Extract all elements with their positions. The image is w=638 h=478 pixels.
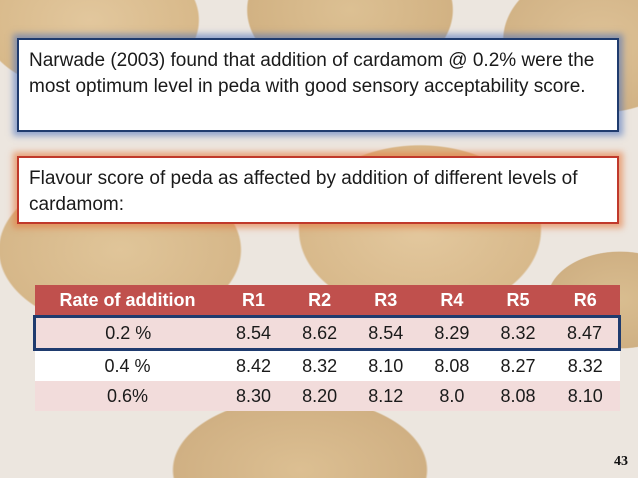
table-caption-text: Flavour score of peda as affected by add… [29, 168, 578, 215]
table-cell: 8.47 [551, 315, 622, 351]
table-cell: 8.54 [220, 315, 287, 351]
table-cell: 8.08 [418, 349, 485, 381]
table-cell: 8.32 [484, 315, 552, 351]
table-caption-callout: Flavour score of peda as affected by add… [17, 156, 619, 224]
header-r4: R4 [418, 285, 485, 318]
table-cell: 8.27 [484, 349, 552, 381]
table-cell: 8.62 [286, 315, 353, 351]
table-cell: 8.42 [220, 349, 287, 381]
row-label: 0.6% [34, 381, 221, 411]
table-cell: 8.32 [286, 349, 353, 381]
table-header-row: Rate of addition R1 R2 R3 R4 R5 R6 [34, 285, 620, 318]
table-cell: 8.20 [286, 381, 353, 411]
header-rate-of-addition: Rate of addition [34, 285, 221, 318]
table-cell: 8.0 [418, 381, 485, 411]
table-cell: 8.10 [551, 381, 620, 411]
table-cell: 8.32 [551, 349, 620, 381]
header-r1: R1 [220, 285, 287, 318]
finding-text: Narwade (2003) found that addition of ca… [29, 50, 595, 97]
header-r6: R6 [551, 285, 620, 318]
header-r3: R3 [352, 285, 419, 318]
finding-callout: Narwade (2003) found that addition of ca… [17, 38, 619, 132]
table-cell: 8.10 [352, 349, 419, 381]
table-row-highlighted: 0.2 % 8.54 8.62 8.54 8.29 8.32 8.47 [33, 315, 622, 351]
page-number: 43 [614, 454, 628, 469]
table-cell: 8.30 [220, 381, 287, 411]
row-label: 0.2 % [33, 315, 221, 351]
header-r2: R2 [286, 285, 353, 318]
table-cell: 8.29 [418, 315, 485, 351]
row-label: 0.4 % [34, 349, 221, 381]
table-row: 0.4 % 8.42 8.32 8.10 8.08 8.27 8.32 [34, 349, 620, 381]
table-cell: 8.12 [352, 381, 419, 411]
header-r5: R5 [484, 285, 552, 318]
table-cell: 8.08 [484, 381, 552, 411]
table-cell: 8.54 [352, 315, 419, 351]
table-row: 0.6% 8.30 8.20 8.12 8.0 8.08 8.10 [34, 381, 620, 411]
flavour-score-table: Rate of addition R1 R2 R3 R4 R5 R6 0.2 %… [33, 285, 622, 411]
